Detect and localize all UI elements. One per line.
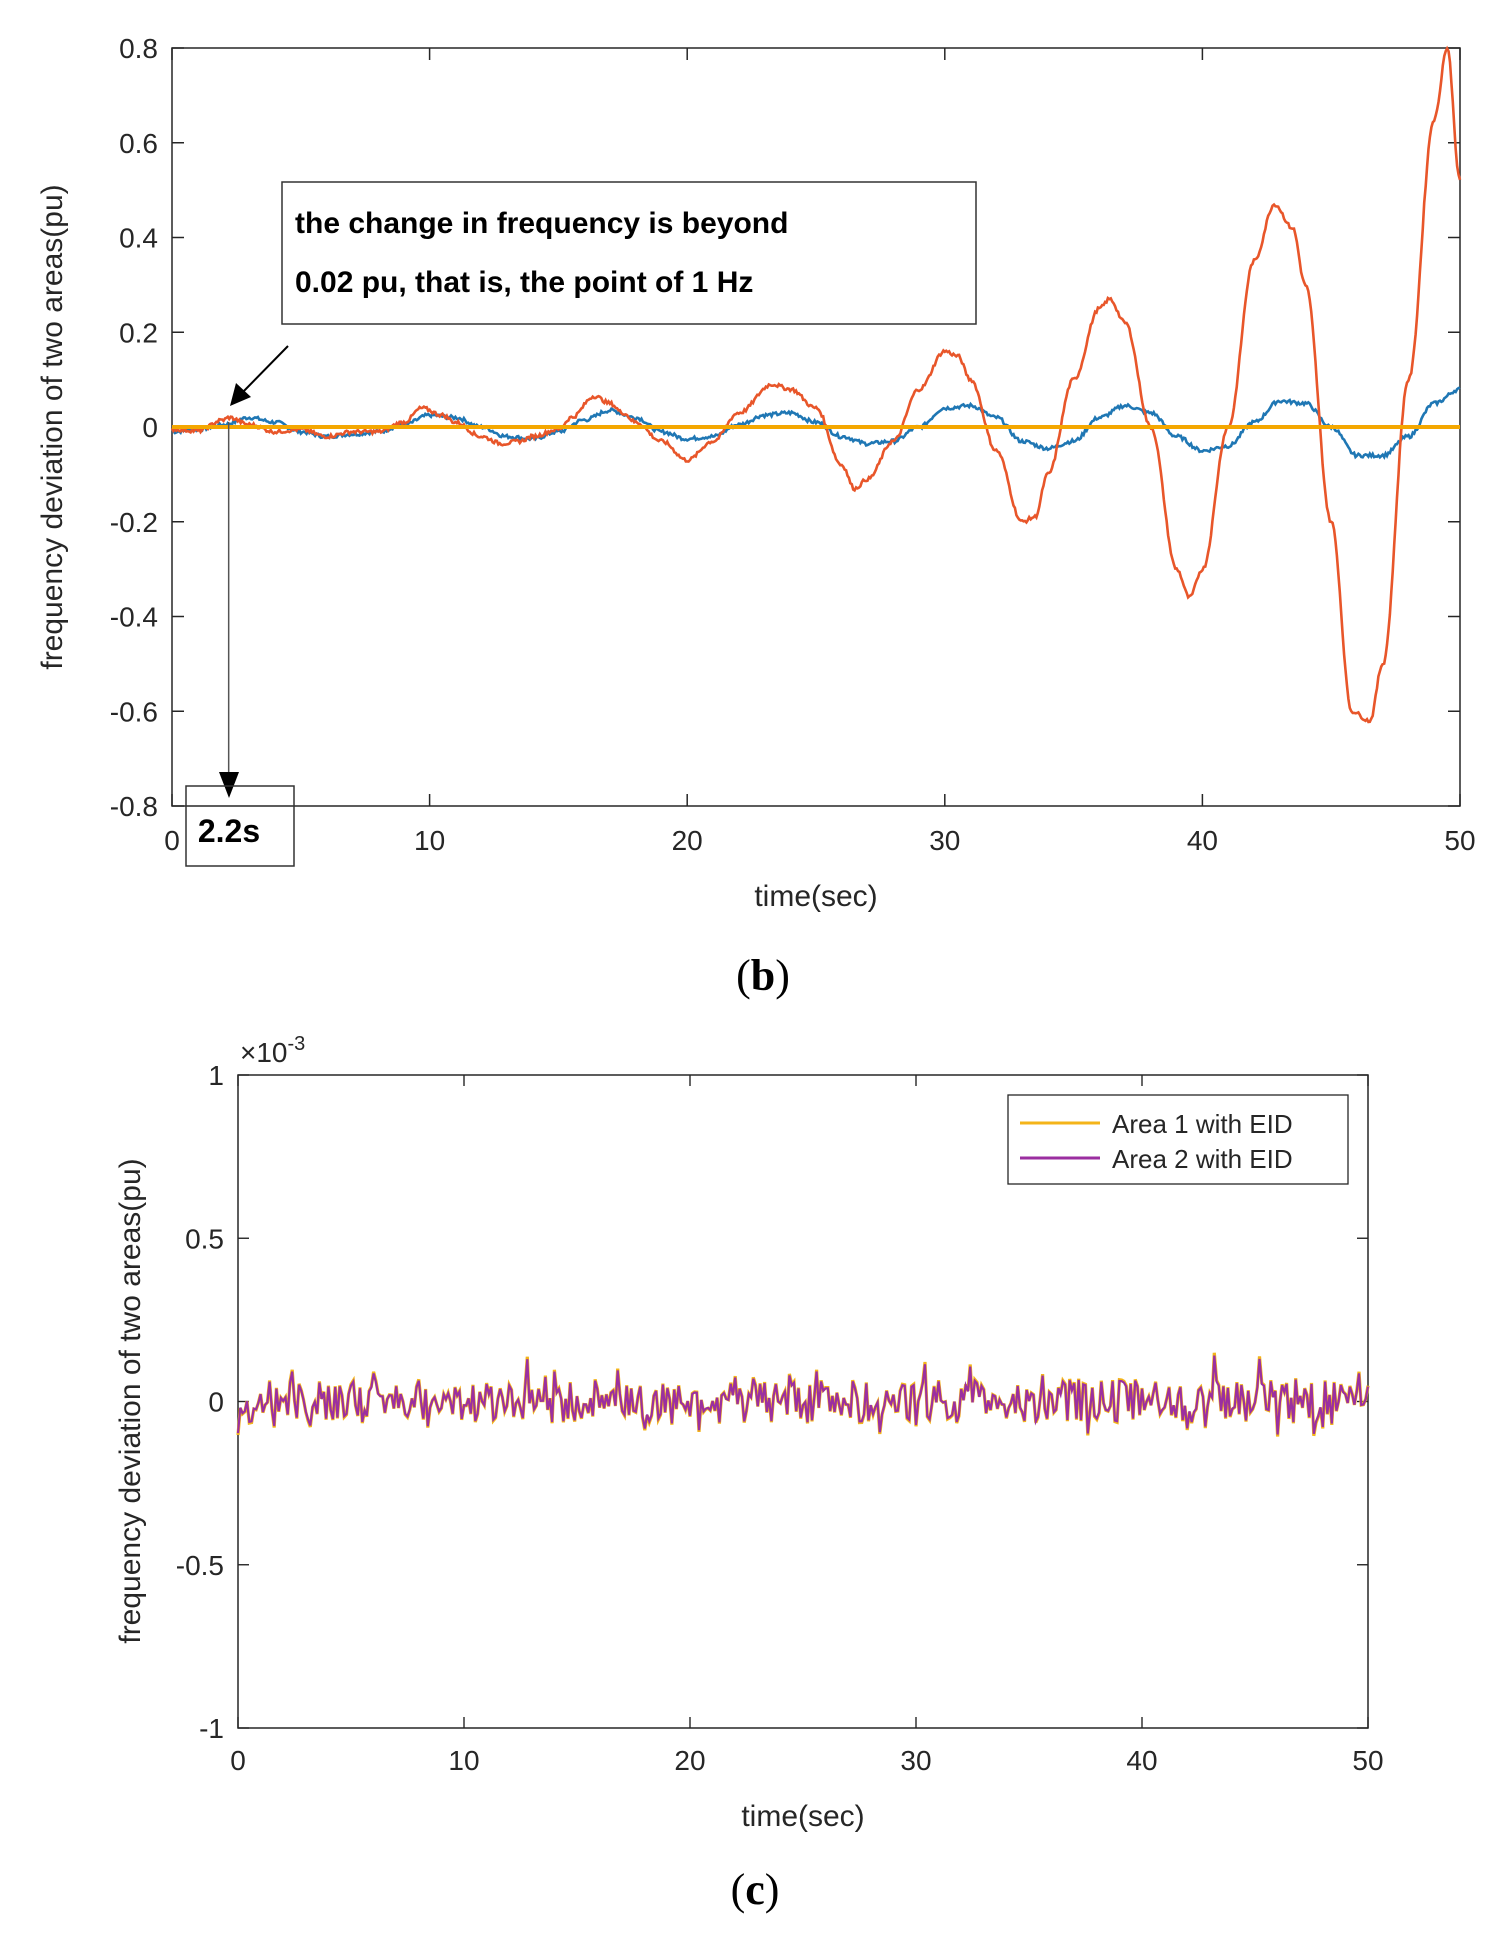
chart-c-series-area-2 [236, 1355, 1370, 1435]
chart-c-x-tick-label: 50 [1352, 1745, 1383, 1776]
chart-c-x-tick-label: 10 [448, 1745, 479, 1776]
panel-label-b: (b) [736, 951, 790, 1000]
annotation-box [281, 181, 977, 325]
legend: Area 1 with EID Area 2 with EID [1007, 1094, 1349, 1185]
chart-c-x-ticks: 0 10 20 30 40 50 [230, 1075, 1384, 1776]
marker-label: 2.2s [198, 813, 260, 849]
chart-b-y-tick-label: -0.8 [110, 791, 158, 822]
chart-b-x-tick-label: 0 [164, 825, 180, 856]
chart-c-x-label: time(sec) [741, 1800, 864, 1833]
chart-b: 0.8 0.6 0.4 0.2 0 -0.2 -0.4 -0.6 -0.8 0 10 20 30 40 5… [36, 33, 1476, 1000]
chart-b-x-tick-label: 20 [672, 825, 703, 856]
chart-c-y-tick-label: 1 [208, 1060, 224, 1091]
chart-b-x-tick-label: 10 [414, 825, 445, 856]
annotation-arrow [239, 345, 289, 396]
chart-b-y-ticks: 0.8 0.6 0.4 0.2 0 -0.2 -0.4 -0.6 -0.8 [110, 33, 1460, 822]
chart-c-x-tick-label: 30 [900, 1745, 931, 1776]
chart-b-x-ticks: 0 10 20 30 40 50 [164, 48, 1476, 856]
chart-c: 1 0.5 0 -0.5 -1 0 10 20 30 40 50 ×10-3 Area 1 wit… [114, 1033, 1384, 1914]
legend-label-area-1: Area 1 with EID [1112, 1109, 1293, 1139]
chart-b-y-tick-label: -0.2 [110, 507, 158, 538]
panel-label-c-letter: c [745, 1865, 765, 1914]
chart-c-x-tick-label: 0 [230, 1745, 246, 1776]
chart-c-y-label: frequency deviation of two areas(pu) [114, 1158, 147, 1643]
chart-b-x-tick-label: 30 [929, 825, 960, 856]
chart-b-y-tick-label: 0.4 [119, 223, 158, 254]
chart-c-y-tick-label: 0.5 [185, 1223, 224, 1254]
scale-factor: ×10-3 [240, 1033, 305, 1068]
scale-factor-exponent: -3 [288, 1033, 306, 1055]
chart-c-series [236, 1352, 1370, 1437]
chart-b-y-tick-label: 0 [142, 412, 158, 443]
annotation-arrowhead [230, 383, 251, 406]
chart-c-x-tick-label: 20 [674, 1745, 705, 1776]
chart-b-y-tick-label: 0.2 [119, 317, 158, 348]
chart-b-y-tick-label: 0.6 [119, 128, 158, 159]
chart-c-y-tick-label: -1 [199, 1713, 224, 1744]
annotation-line-2: 0.02 pu, that is, the point of 1 Hz [295, 266, 753, 299]
panel-label-b-letter: b [751, 951, 775, 1000]
marker-arrowhead [219, 772, 239, 798]
chart-b-x-tick-label: 40 [1187, 825, 1218, 856]
legend-box [1007, 1094, 1349, 1185]
chart-c-x-tick-label: 40 [1126, 1745, 1157, 1776]
annotation-line-1: the change in frequency is beyond [295, 207, 788, 240]
chart-b-series [170, 45, 1462, 724]
chart-b-y-label: frequency deviation of two areas(pu) [36, 184, 69, 669]
panel-label-c: (c) [731, 1865, 780, 1914]
chart-b-y-tick-label: -0.4 [110, 602, 158, 633]
chart-c-y-tick-label: -0.5 [176, 1550, 224, 1581]
legend-label-area-2: Area 2 with EID [1112, 1144, 1293, 1174]
chart-c-y-ticks: 1 0.5 0 -0.5 -1 [176, 1060, 1368, 1744]
chart-b-y-tick-label: -0.6 [110, 696, 158, 727]
scale-factor-base: ×10 [240, 1037, 288, 1068]
chart-b-x-tick-label: 50 [1444, 825, 1475, 856]
chart-b-x-label: time(sec) [754, 880, 877, 913]
chart-c-y-tick-label: 0 [208, 1387, 224, 1418]
marker-label-box [185, 785, 295, 867]
chart-b-y-tick-label: 0.8 [119, 33, 158, 64]
